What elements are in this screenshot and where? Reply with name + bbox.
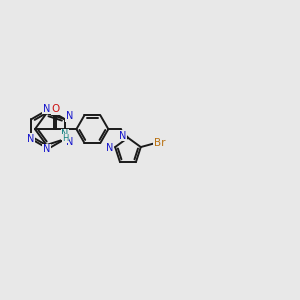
Text: H: H: [62, 134, 68, 143]
Text: N: N: [61, 129, 69, 139]
Text: N: N: [28, 134, 35, 144]
Text: N: N: [43, 144, 50, 154]
Text: N: N: [106, 143, 113, 153]
Text: N: N: [66, 111, 73, 122]
Text: Br: Br: [154, 138, 165, 148]
Text: N: N: [66, 137, 73, 147]
Text: O: O: [52, 104, 60, 114]
Text: N: N: [43, 104, 50, 114]
Text: N: N: [119, 131, 126, 141]
